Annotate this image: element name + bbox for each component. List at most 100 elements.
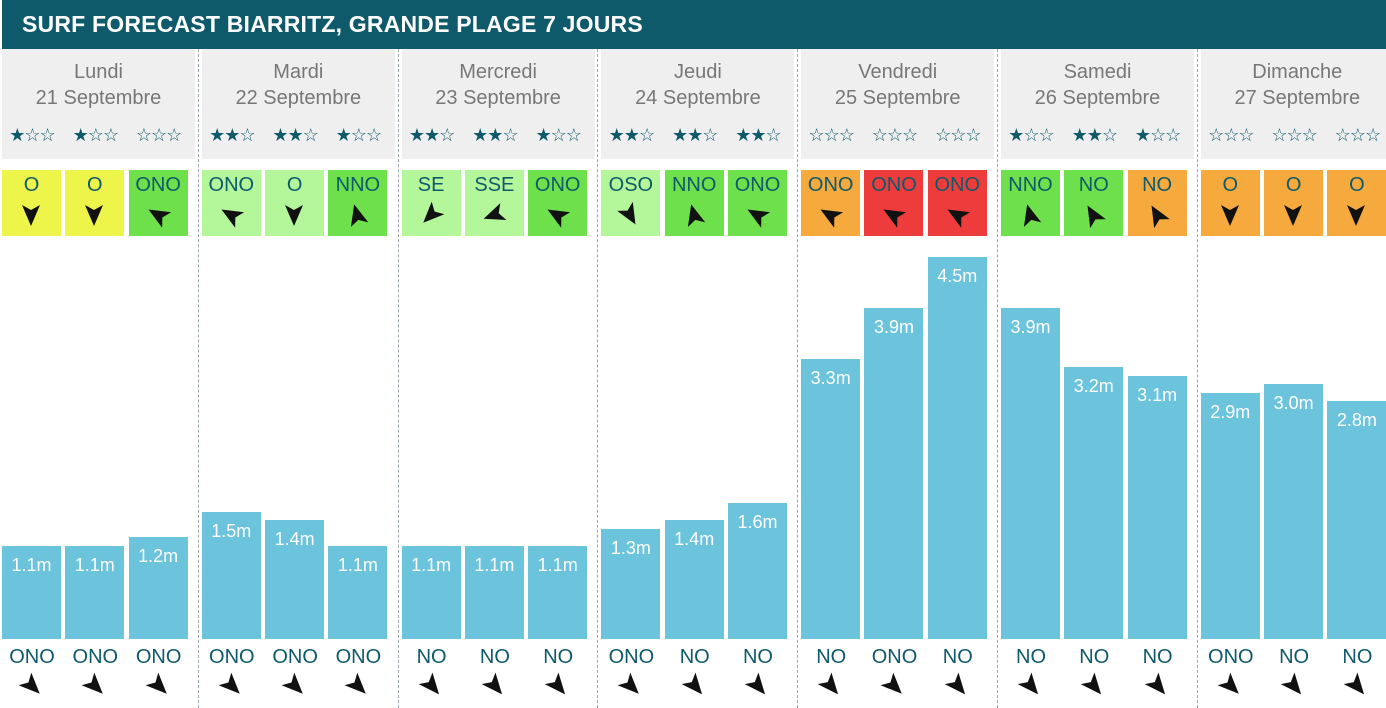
wave-bar: 3.0m bbox=[1264, 384, 1324, 639]
wind-arrow-icon bbox=[22, 205, 40, 226]
page-title: SURF FORECAST BIARRITZ, GRANDE PLAGE 7 J… bbox=[2, 0, 1386, 49]
day-name: Jeudi bbox=[673, 61, 722, 83]
day-separator bbox=[997, 49, 998, 708]
wind-direction-label: OSO bbox=[608, 174, 654, 196]
wind-cell: ONO bbox=[727, 170, 787, 236]
wind-arrow-icon bbox=[883, 209, 907, 228]
rating-stars: ☆☆☆ bbox=[1271, 125, 1317, 145]
day-header: Samedi 26 Septembre bbox=[1001, 49, 1194, 159]
day-date: 25 Septembre bbox=[834, 87, 961, 109]
swell-arrow-icon bbox=[544, 672, 566, 695]
swell-direction-label: ONO bbox=[9, 646, 55, 668]
day-date: 22 Septembre bbox=[235, 87, 362, 109]
day-name: Mercredi bbox=[459, 61, 537, 83]
swell-direction-label: ONO bbox=[1208, 646, 1254, 668]
wind-arrow-icon bbox=[1284, 205, 1303, 226]
swell-direction-label: NO bbox=[479, 646, 510, 668]
wave-height-label: 1.1m bbox=[337, 554, 378, 575]
wave-height-label: 1.2m bbox=[138, 546, 179, 566]
wind-direction-label: O bbox=[286, 174, 303, 196]
day-date: 21 Septembre bbox=[35, 87, 162, 109]
swell-arrow-icon bbox=[281, 672, 303, 694]
wind-arrow-icon bbox=[1151, 205, 1170, 229]
swell-direction-label: NO bbox=[416, 646, 447, 668]
wind-direction-label: ONO bbox=[135, 174, 181, 196]
wave-bar: 1.1m bbox=[528, 545, 588, 639]
wind-direction-label: SE bbox=[417, 174, 445, 196]
swell-arrow-icon bbox=[817, 672, 839, 695]
wave-height-label: 1.1m bbox=[11, 554, 52, 575]
swell-direction-label: NO bbox=[1079, 646, 1110, 668]
rating-stars: ★★☆ bbox=[408, 125, 455, 145]
wave-bar: 3.3m bbox=[801, 358, 861, 639]
wind-arrow-icon bbox=[85, 205, 104, 226]
wave-bar: 3.9m bbox=[864, 307, 924, 639]
wave-height-label: 3.9m bbox=[1010, 316, 1051, 337]
rating-stars: ☆☆☆ bbox=[808, 125, 854, 145]
wave-height-label: 3.2m bbox=[1073, 376, 1114, 396]
wave-height-label: 2.8m bbox=[1336, 410, 1377, 430]
wave-height-label: 1.4m bbox=[274, 529, 315, 549]
rating-stars: ★★☆ bbox=[272, 125, 318, 145]
day-date: 24 Septembre bbox=[635, 87, 761, 109]
rating-stars: ★☆☆ bbox=[535, 125, 581, 145]
swell-direction-label: NO bbox=[543, 646, 574, 668]
forecast-chart: Lundi 21 Septembre ★☆☆ O 1.1m ONO ★☆☆ O 1.1m ONO ☆… bbox=[0, 49, 1386, 708]
wave-bar: 1.5m bbox=[201, 511, 261, 639]
swell-arrow-icon bbox=[881, 672, 903, 694]
wind-cell: ONO bbox=[528, 170, 588, 236]
wave-bar: 3.2m bbox=[1064, 367, 1124, 639]
wave-height-label: 3.0m bbox=[1273, 393, 1314, 413]
swell-direction-label: NO bbox=[1016, 646, 1046, 668]
wind-direction-label: SSE bbox=[474, 174, 515, 196]
day-date: 27 Septembre bbox=[1234, 87, 1361, 109]
wind-direction-label: O bbox=[23, 174, 40, 196]
day-column: Samedi 26 Septembre ★☆☆ NNO 3.9m NO ★★☆ NO 3.2m N… bbox=[1001, 49, 1194, 708]
wind-cell: O bbox=[1327, 170, 1386, 236]
day-header: Lundi 21 Septembre bbox=[2, 49, 195, 159]
swell-arrow-icon bbox=[1344, 672, 1365, 695]
day-header: Mardi 22 Septembre bbox=[201, 49, 395, 159]
wave-bar: 1.1m bbox=[2, 545, 61, 639]
swell-arrow-icon bbox=[944, 672, 965, 695]
rating-stars: ★☆☆ bbox=[72, 125, 119, 145]
day-separator bbox=[1196, 49, 1198, 708]
wave-bar: 1.3m bbox=[601, 528, 661, 639]
wind-arrow-icon bbox=[747, 209, 771, 228]
wave-bar: 2.9m bbox=[1200, 392, 1260, 639]
day-column: Mercredi 23 Septembre ★★☆ SE 1.1m NO ★★☆ SSE 1.1… bbox=[401, 49, 595, 708]
rating-stars: ★★☆ bbox=[608, 125, 655, 145]
wind-cell: O bbox=[1264, 170, 1324, 236]
swell-direction-label: NO bbox=[742, 646, 773, 668]
wind-arrow-icon bbox=[687, 204, 705, 227]
wind-direction-label: NNO bbox=[671, 174, 717, 196]
wind-cell: NNO bbox=[1001, 170, 1060, 236]
wind-cell: O bbox=[265, 170, 325, 236]
day-name: Dimanche bbox=[1252, 61, 1343, 83]
wave-height-label: 3.3m bbox=[810, 367, 851, 388]
swell-direction-label: NO bbox=[1342, 646, 1373, 668]
swell-direction-label: NO bbox=[679, 646, 710, 668]
wind-direction-label: O bbox=[87, 174, 103, 196]
day-separator bbox=[597, 49, 599, 708]
swell-direction-label: ONO bbox=[209, 646, 255, 668]
wind-cell: NO bbox=[1064, 170, 1124, 236]
rating-stars: ☆☆☆ bbox=[1208, 125, 1254, 145]
swell-direction-label: NO bbox=[942, 646, 973, 668]
wave-bar: 3.9m bbox=[1001, 307, 1060, 639]
swell-arrow-icon bbox=[344, 672, 367, 694]
day-separator bbox=[397, 49, 399, 708]
wind-cell: O bbox=[2, 170, 61, 236]
wind-arrow-icon bbox=[285, 205, 304, 226]
wind-direction-label: O bbox=[1285, 174, 1302, 196]
wind-arrow-icon bbox=[1347, 205, 1366, 226]
wind-arrow-icon bbox=[820, 209, 844, 228]
wind-direction-label: O bbox=[1349, 174, 1365, 196]
wave-bar: 2.8m bbox=[1327, 401, 1386, 639]
wind-cell: O bbox=[1200, 170, 1260, 236]
swell-arrow-icon bbox=[681, 672, 702, 695]
wave-height-label: 3.9m bbox=[873, 316, 914, 337]
swell-direction-label: ONO bbox=[335, 646, 382, 668]
rating-stars: ★★☆ bbox=[472, 125, 518, 145]
wind-direction-label: NO bbox=[1142, 174, 1173, 196]
